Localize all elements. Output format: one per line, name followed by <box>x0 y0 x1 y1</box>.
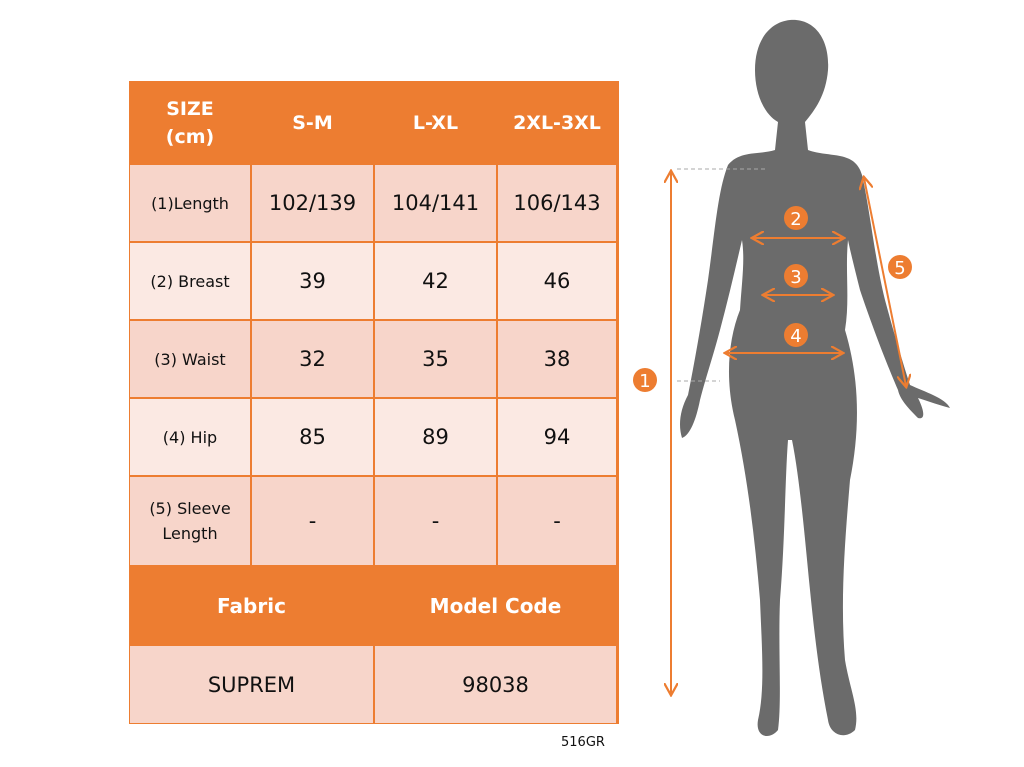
row-label: (3) Waist <box>130 321 250 397</box>
cell-value: 104/141 <box>375 165 496 241</box>
size-chart-table: SIZE (cm) S-M L-XL 2XL-3XL (1)Length 102/… <box>129 81 619 724</box>
cell-value: 42 <box>375 243 496 319</box>
marker-2: 2 <box>784 206 808 230</box>
model-code-header: Model Code <box>375 567 616 644</box>
svg-text:3: 3 <box>790 267 801 288</box>
row-label-line1: (5) Sleeve <box>149 499 231 518</box>
table-row: (1)Length 102/139 104/141 106/143 <box>130 165 618 241</box>
col-header: S-M <box>252 82 373 163</box>
table-header-row: SIZE (cm) S-M L-XL 2XL-3XL <box>130 82 618 163</box>
svg-text:2: 2 <box>790 209 801 230</box>
table-row: (4) Hip 85 89 94 <box>130 399 618 475</box>
fabric-value: SUPREM <box>130 646 373 723</box>
cell-value: 102/139 <box>252 165 373 241</box>
size-header-line1: SIZE <box>166 97 214 120</box>
cell-value: 94 <box>498 399 616 475</box>
table-row: (3) Waist 32 35 38 <box>130 321 618 397</box>
row-label: (4) Hip <box>130 399 250 475</box>
row-label: (1)Length <box>130 165 250 241</box>
size-header: SIZE (cm) <box>130 82 250 163</box>
svg-text:5: 5 <box>894 258 905 279</box>
table-row: (2) Breast 39 42 46 <box>130 243 618 319</box>
row-label: (5) Sleeve Length <box>130 477 250 565</box>
cell-value: 38 <box>498 321 616 397</box>
cell-value: 46 <box>498 243 616 319</box>
table-row: (5) Sleeve Length - - - <box>130 477 618 565</box>
size-header-line2: (cm) <box>165 125 215 148</box>
sleeve-arrow <box>864 178 906 386</box>
fabric-header: Fabric <box>130 567 373 644</box>
cell-value: 35 <box>375 321 496 397</box>
cell-value: 89 <box>375 399 496 475</box>
marker-3: 3 <box>784 264 808 288</box>
cell-value: 106/143 <box>498 165 616 241</box>
cell-value: 39 <box>252 243 373 319</box>
product-code: 516GR <box>561 735 605 750</box>
model-code-value: 98038 <box>375 646 616 723</box>
cell-value: - <box>375 477 496 565</box>
cell-value: 32 <box>252 321 373 397</box>
marker-5: 5 <box>888 255 912 279</box>
col-header: L-XL <box>375 82 496 163</box>
cell-value: 85 <box>252 399 373 475</box>
cell-value: - <box>498 477 616 565</box>
fabric-value-row: SUPREM 98038 <box>130 646 618 723</box>
svg-text:4: 4 <box>790 326 801 347</box>
col-header: 2XL-3XL <box>498 82 616 163</box>
cell-value: - <box>252 477 373 565</box>
marker-1: 1 <box>633 368 657 392</box>
svg-text:1: 1 <box>639 371 650 392</box>
marker-4: 4 <box>784 323 808 347</box>
fabric-header-row: Fabric Model Code <box>130 567 618 644</box>
silhouette-icon <box>680 19 950 736</box>
row-label: (2) Breast <box>130 243 250 319</box>
row-label-line2: Length <box>162 524 218 543</box>
